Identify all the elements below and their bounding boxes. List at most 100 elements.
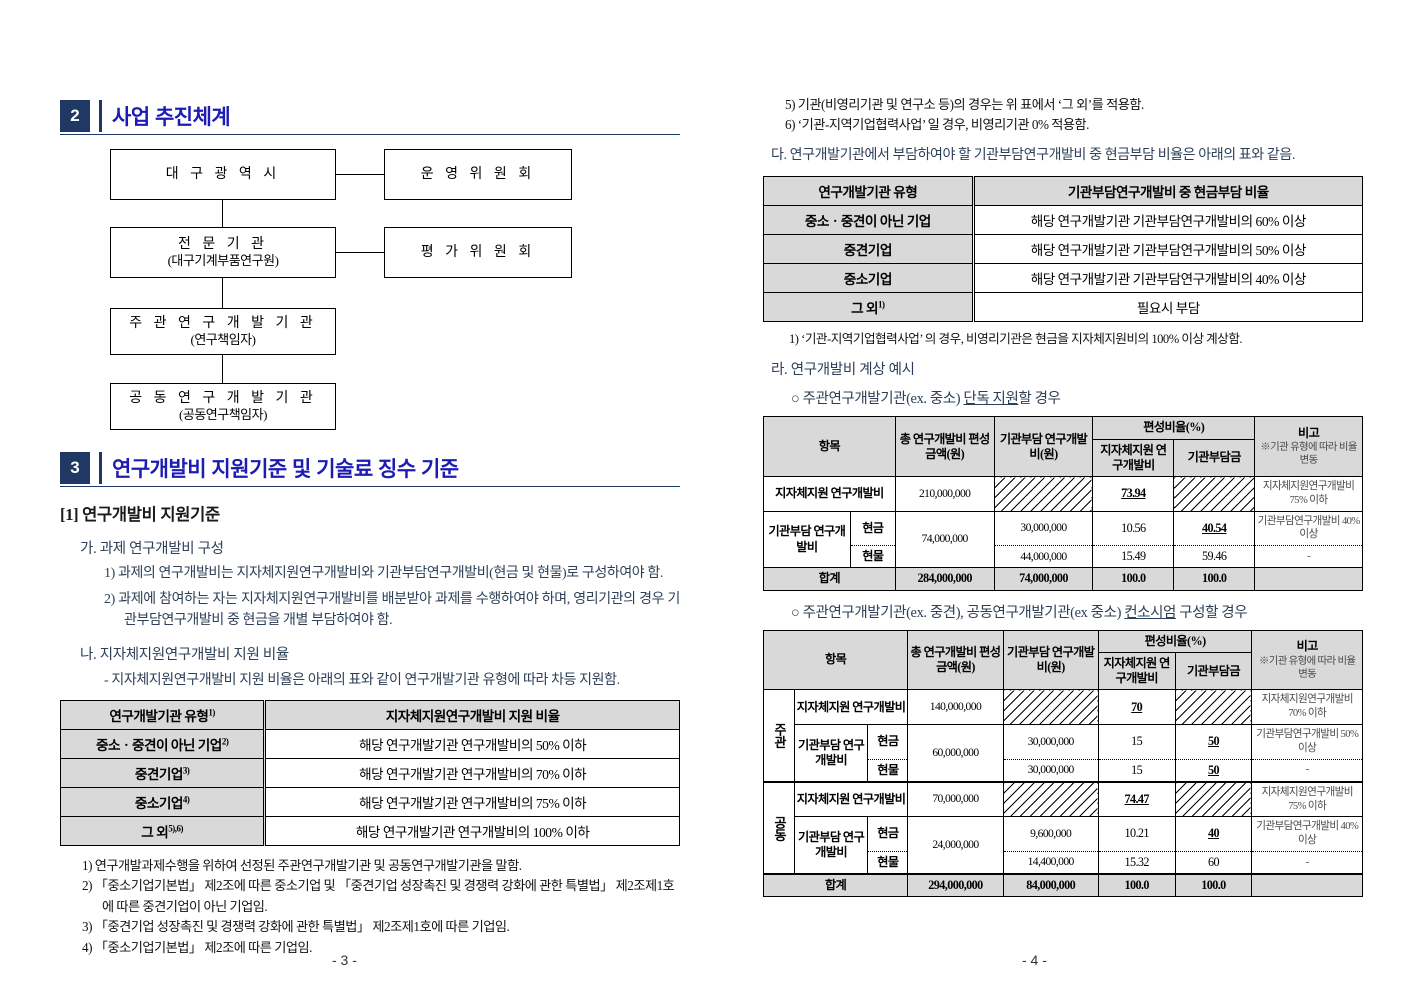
- table-row: 중소ㆍ중견이 아닌 기업 해당 연구개발기관 기관부담연구개발비의 60% 이상: [763, 204, 1364, 235]
- org-box-joint-institution-label: 공 동 연 구 개 발 기 관: [129, 390, 317, 406]
- org-box-lead-institution-label: 주 관 연 구 개 발 기 관: [129, 315, 317, 331]
- cell-hatched: [993, 476, 1094, 512]
- cell-sub-label-inkind: 현물: [867, 758, 909, 783]
- col-header-remark-note: ※기관 유형에 따라 비율 변동: [1260, 442, 1357, 467]
- cell-row-label: 지자체지원 연구개발비: [763, 476, 896, 512]
- org-box-joint-institution-sub: (공동연구책임자): [179, 407, 267, 423]
- cell-hatched: [1174, 780, 1253, 818]
- cell-ratio-local: 74.47: [1097, 780, 1176, 818]
- cell-ratio-institution: 40: [1174, 816, 1253, 852]
- org-box-daegu: 대 구 광 역 시: [110, 149, 336, 200]
- section-2-number: 2: [60, 100, 90, 132]
- org-box-lead-institution: 주 관 연 구 개 발 기 관 (연구책임자): [110, 308, 336, 355]
- cell-row-label: 기관부담 연구개발비: [793, 816, 869, 875]
- cell-type: 그 외1): [763, 291, 975, 322]
- col-header-ratio-local: 지자체지원 연구개발비: [1092, 438, 1175, 478]
- cell-type-text: 중소기업: [134, 796, 184, 811]
- org-box-operating-committee-label: 운 영 위 원 회: [420, 166, 536, 182]
- table-header-row: 항목 총 연구개발비 편성금액(원) 기관부담 연구개발비(원) 편성비율(%)…: [763, 416, 1363, 478]
- cell-type: 중견기업3): [59, 758, 267, 788]
- col-header-ratio-institution: 기관부담금: [1174, 651, 1253, 691]
- table-row: 현물 44,000,000 15.49 59.46 -: [764, 545, 1363, 569]
- cell-ratio-institution: 40.54: [1173, 510, 1256, 547]
- right-top-footnotes: 5) 기관(비영리기관 및 연구소 등)의 경우는 위 표에서 ‘그 외’를 적…: [785, 95, 1363, 136]
- cell-sub-label-inkind: 현물: [867, 850, 909, 875]
- example2-table-body: 주관 지자체지원 연구개발비 140,000,000 70 지자체지원연구개발비…: [762, 689, 1363, 898]
- cell-sub-label-cash: 현금: [849, 510, 896, 547]
- cash-burden-table-body: 중소ㆍ중견이 아닌 기업 해당 연구개발기관 기관부담연구개발비의 60% 이상…: [763, 204, 1364, 322]
- col-header-remark-title: 비고: [1296, 639, 1319, 654]
- cell-ratio-institution: 59.46: [1173, 545, 1256, 569]
- cell-total-label: 합계: [762, 873, 909, 898]
- item-na: 나. 지자체지원연구개발비 지원 비율: [80, 647, 289, 663]
- page-number-right: - 4 -: [1022, 952, 1047, 968]
- col-header-institution-type-sup: 1): [208, 707, 215, 718]
- item-ga: 가. 과제 연구개발비 구성: [80, 541, 224, 557]
- col-header-total-amount: 총 연구개발비 편성금액(원): [907, 629, 1004, 691]
- cell-sub-label-cash: 현금: [867, 816, 909, 852]
- section-3: 3 연구개발비 지원기준 및 기술료 징수 기준: [60, 452, 680, 487]
- cell-institution-amount: 30,000,000: [1002, 724, 1099, 760]
- cell-ratio-local: 73.94: [1092, 476, 1175, 512]
- example2-caption-underlined: 컨소시엄: [1124, 604, 1176, 621]
- section-3-rule: [60, 486, 680, 487]
- col-header-remark-title: 비고: [1297, 426, 1320, 441]
- org-chart: 대 구 광 역 시 운 영 위 원 회 전 문 기 관 (대구기계부품연구원) …: [110, 149, 680, 430]
- group-label-lead: 주관: [763, 689, 795, 783]
- example2-budget-table: 항목 총 연구개발비 편성금액(원) 기관부담 연구개발비(원) 편성비율(%)…: [762, 629, 1363, 898]
- col-header-ratio-local: 지자체지원 연구개발비: [1097, 651, 1176, 691]
- cell-total-amount: 284,000,000: [894, 567, 995, 591]
- cell-remark: 지자체지원연구개발비 75% 이하: [1251, 780, 1363, 818]
- col-header-institution-burden: 기관부담 연구개발비(원): [1002, 629, 1099, 691]
- item-ra: 라. 연구개발비 계상 예시: [771, 362, 915, 379]
- cell-total-amount: 294,000,000: [907, 873, 1004, 898]
- page-number-left: - 3 -: [332, 952, 357, 968]
- cell-ratio: 해당 연구개발기관 기관부담연구개발비의 40% 이상: [972, 262, 1364, 293]
- cell-ratio: 해당 연구개발기관 기관부담연구개발비의 50% 이상: [972, 233, 1364, 264]
- cell-total: 210,000,000: [894, 476, 995, 512]
- connector-daegu-to-operate: [334, 174, 384, 176]
- item-ga-1: 1) 과제의 연구개발비는 지자체지원연구개발비와 기관부담연구개발비(현금 및…: [104, 566, 663, 581]
- col-header-remark-note: ※기관 유형에 따라 비율 변동: [1258, 655, 1356, 680]
- cell-ratio-local: 10.56: [1092, 510, 1175, 547]
- cell-ratio: 해당 연구개발기관 연구개발비의 75% 이하: [264, 787, 680, 817]
- example2-table-head: 항목 총 연구개발비 편성금액(원) 기관부담 연구개발비(원) 편성비율(%)…: [762, 629, 1363, 691]
- cell-total: 140,000,000: [907, 689, 1004, 726]
- cell-total-ratio-local: 100.0: [1092, 567, 1175, 591]
- cell-institution-amount: 30,000,000: [993, 510, 1094, 547]
- cell-type: 중소ㆍ중견이 아닌 기업2): [59, 729, 267, 759]
- col-header-remark: 비고 ※기관 유형에 따라 비율 변동: [1254, 416, 1363, 478]
- footnote-4: 4) 「중소기업기본법」 제2조에 따른 기업임.: [82, 939, 312, 955]
- cell-type: 중소기업4): [59, 787, 267, 817]
- table-header-row: 연구개발기관 유형 기관부담연구개발비 중 현금부담 비율: [763, 175, 1364, 206]
- section-3-divider: [99, 452, 102, 484]
- example2-caption: ○ 주관연구개발기관(ex. 중견), 공동연구개발기관(ex 중소) 컨소시엄…: [791, 601, 1363, 622]
- org-box-daegu-label: 대 구 광 역 시: [165, 166, 281, 182]
- cell-ratio: 해당 연구개발기관 연구개발비의 100% 이하: [264, 816, 680, 846]
- cell-hatched: [1173, 476, 1256, 512]
- col-header-total-amount: 총 연구개발비 편성금액(원): [894, 416, 995, 478]
- cell-ratio: 필요시 부담: [972, 291, 1364, 322]
- cell-total-ratio-local: 100.0: [1097, 873, 1176, 898]
- cell-total-ratio-institution: 100.0: [1173, 567, 1256, 591]
- cell-remark: -: [1254, 545, 1363, 569]
- table-row: 중소ㆍ중견이 아닌 기업2) 해당 연구개발기관 연구개발비의 50% 이하: [59, 729, 680, 759]
- cell-total-institution: 84,000,000: [1002, 873, 1099, 898]
- cell-total-ratio-institution: 100.0: [1174, 873, 1253, 898]
- table-row: 공동 지자체지원 연구개발비 70,000,000 74.47 지자체지원연구개…: [763, 780, 1363, 875]
- cell-remark: -: [1251, 758, 1363, 783]
- table-header-row-2: 지자체지원 연구개발비 기관부담금: [764, 651, 1363, 691]
- cell-ratio-local: 15: [1097, 724, 1176, 760]
- cell-hatched: [1002, 689, 1099, 726]
- cell-remark: 기관부담연구개발비 40% 이상: [1251, 816, 1363, 852]
- footnote-2: 2) 「중소기업기본법」 제2조에 따른 중소기업 및 「중견기업 성장촉진 및…: [82, 878, 675, 914]
- table-row: 기관부담 연구개발비 현금 24,000,000 9,600,000 10.21…: [764, 816, 1363, 875]
- footnote-1: 1) 연구개발과제수행을 위하여 선정된 주관연구개발기관 및 공동연구개발기관…: [82, 858, 522, 873]
- col-header-institution-type: 연구개발기관 유형1): [59, 700, 267, 730]
- section-2-title: 사업 추진체계: [112, 106, 231, 129]
- example2-caption-post: 구성할 경우: [1175, 604, 1248, 621]
- cell-ratio: 해당 연구개발기관 연구개발비의 50% 이하: [264, 729, 680, 759]
- cell-institution-amount: 30,000,000: [1002, 758, 1099, 783]
- cell-row-label: 지자체지원 연구개발비: [793, 780, 909, 818]
- connector-special-to-lead: [222, 276, 224, 308]
